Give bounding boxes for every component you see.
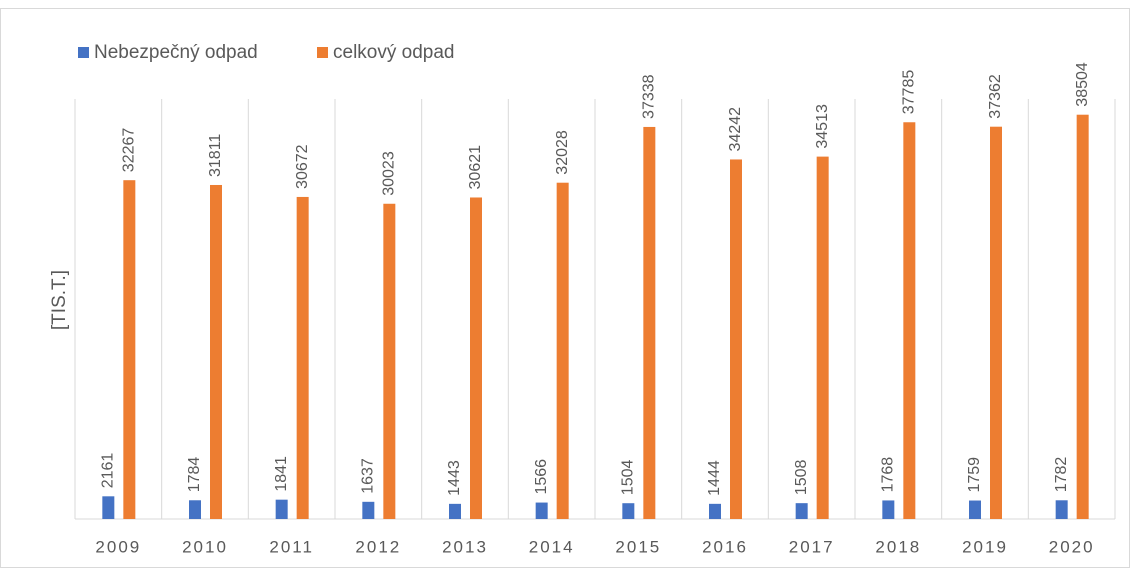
data-label: 1637 — [360, 458, 377, 494]
data-label: 1768 — [880, 457, 897, 493]
bar — [102, 496, 115, 519]
data-label: 37362 — [987, 74, 1004, 119]
data-label: 2161 — [100, 453, 117, 489]
data-label: 1759 — [966, 457, 983, 493]
data-label: 31811 — [207, 134, 224, 177]
x-tick-label: 2020 — [1049, 537, 1095, 556]
bar — [643, 126, 656, 520]
bar — [123, 180, 136, 519]
x-tick-label: 2019 — [962, 537, 1008, 556]
x-tick-label: 2016 — [702, 537, 748, 556]
data-label: 1443 — [446, 460, 463, 496]
data-label: 1444 — [706, 460, 723, 496]
x-tick-label: 2014 — [529, 537, 575, 556]
data-label: 30621 — [467, 145, 484, 190]
x-tick-label: 2013 — [442, 537, 488, 556]
bar — [795, 503, 808, 519]
data-label: 1566 — [533, 459, 550, 495]
bar — [362, 501, 375, 519]
data-label: 32267 — [121, 128, 138, 173]
bar — [990, 126, 1002, 519]
data-label: 1508 — [793, 459, 810, 495]
data-label: 1504 — [620, 460, 637, 496]
data-label: 1782 — [1053, 457, 1070, 493]
bar — [275, 499, 288, 519]
bar — [1076, 114, 1089, 519]
data-label: 1784 — [186, 457, 203, 493]
bar — [816, 156, 829, 519]
y-axis-label: [TIS.T.] — [49, 270, 70, 330]
bar — [1055, 500, 1068, 519]
x-tick-label: 2011 — [269, 537, 314, 556]
legend-swatch — [78, 47, 89, 58]
bar — [189, 500, 201, 519]
bar — [556, 182, 569, 519]
data-label: 34513 — [814, 104, 831, 149]
bar — [730, 159, 742, 520]
bar — [470, 197, 482, 520]
data-label: 30023 — [381, 151, 398, 196]
legend-label: Nebezpečný odpad — [94, 42, 258, 63]
data-label: 34242 — [727, 107, 744, 152]
bar — [709, 503, 721, 519]
data-label: 37785 — [901, 70, 918, 115]
data-label: 37338 — [641, 74, 658, 119]
x-tick-label: 2015 — [615, 537, 661, 556]
bar — [882, 500, 895, 519]
data-label: 30672 — [294, 144, 311, 189]
bar — [622, 503, 635, 519]
legend-swatch — [317, 47, 328, 58]
bar — [210, 184, 222, 519]
bar — [535, 502, 548, 519]
bar — [383, 203, 396, 520]
x-tick-label: 2009 — [95, 537, 141, 556]
bar — [296, 196, 309, 519]
legend-label: celkový odpad — [333, 42, 454, 63]
x-tick-label: 2010 — [182, 537, 228, 556]
data-label: 38504 — [1074, 62, 1091, 107]
data-label: 1841 — [273, 456, 290, 492]
x-tick-label: 2012 — [355, 537, 401, 556]
bar — [969, 500, 981, 519]
bar — [449, 503, 461, 519]
bar — [903, 122, 916, 519]
data-label: 32028 — [554, 130, 571, 175]
x-tick-label: 2018 — [875, 537, 921, 556]
x-tick-label: 2017 — [789, 537, 835, 556]
